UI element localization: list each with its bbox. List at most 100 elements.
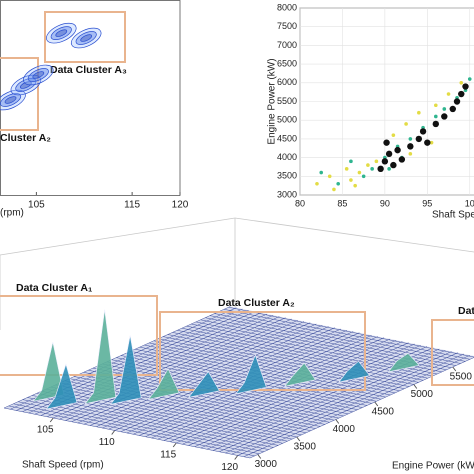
contour bbox=[46, 22, 77, 44]
y-tick-label: 5500 bbox=[450, 372, 473, 383]
y-tick-label: 6000 bbox=[277, 77, 297, 87]
mesh-line bbox=[149, 342, 396, 394]
mesh-line bbox=[167, 334, 414, 385]
point bbox=[404, 122, 408, 126]
peak bbox=[109, 335, 142, 405]
x-tick-label: 105 bbox=[28, 200, 45, 211]
point bbox=[319, 170, 324, 175]
point bbox=[391, 133, 396, 137]
point bbox=[434, 103, 438, 108]
x-tick bbox=[234, 455, 239, 460]
point bbox=[441, 113, 448, 120]
mesh-line bbox=[214, 313, 461, 364]
y-tick-label: 7000 bbox=[277, 40, 297, 50]
peak bbox=[338, 360, 371, 383]
mesh-line bbox=[106, 361, 354, 413]
mesh-line bbox=[223, 309, 471, 360]
point bbox=[349, 159, 353, 164]
point bbox=[462, 83, 469, 90]
point bbox=[459, 81, 464, 85]
mesh-line bbox=[8, 405, 255, 457]
x-axis-label: Shaft Spee bbox=[432, 210, 474, 221]
point bbox=[353, 183, 357, 188]
x-tick-label: 115 bbox=[124, 200, 140, 211]
mesh-line bbox=[219, 311, 466, 362]
annotation: Data Cluster A₂ bbox=[218, 297, 295, 309]
mesh-line bbox=[181, 327, 428, 379]
axis-box bbox=[0, 217, 474, 330]
x-tick-label: 110 bbox=[99, 437, 115, 448]
mesh-line bbox=[17, 401, 265, 452]
point bbox=[361, 174, 366, 179]
peak bbox=[387, 353, 420, 373]
y-tick-label: 3500 bbox=[294, 442, 317, 453]
y-tick-label: 4000 bbox=[277, 152, 297, 162]
peak bbox=[45, 363, 78, 410]
point bbox=[357, 170, 362, 175]
point bbox=[366, 163, 370, 167]
point bbox=[408, 137, 413, 141]
y-tick-label: 8000 bbox=[277, 2, 297, 12]
mesh-line bbox=[209, 315, 456, 366]
x-tick-label: 120 bbox=[172, 200, 189, 211]
contour bbox=[70, 27, 102, 49]
cluster-box bbox=[431, 319, 474, 386]
y-tick-label: 3000 bbox=[277, 189, 297, 199]
mesh-line bbox=[249, 357, 474, 459]
contour bbox=[55, 29, 68, 37]
point bbox=[429, 140, 434, 145]
x-tick bbox=[111, 430, 116, 435]
y-tick-label: 6500 bbox=[277, 58, 297, 68]
contour bbox=[10, 74, 42, 96]
annotation: Data Cluster A₃ bbox=[50, 64, 127, 76]
peak bbox=[147, 368, 180, 400]
peak bbox=[188, 371, 220, 398]
mesh-line bbox=[3, 407, 251, 459]
y-tick-label: 5000 bbox=[411, 389, 434, 400]
y-tick bbox=[257, 454, 262, 459]
point bbox=[419, 128, 427, 135]
mesh-line bbox=[36, 393, 283, 444]
mesh-line bbox=[78, 374, 325, 425]
point bbox=[390, 161, 397, 169]
mesh-line bbox=[163, 336, 410, 387]
mesh-line bbox=[228, 306, 474, 358]
x-tick-label: 80 bbox=[295, 198, 305, 208]
y-tick-label: 4500 bbox=[372, 407, 395, 418]
y-tick-label: 5000 bbox=[277, 115, 297, 125]
cluster-box bbox=[44, 11, 126, 63]
y-axis-label: Engine Power (kW) bbox=[392, 461, 474, 472]
point bbox=[374, 159, 379, 164]
point bbox=[336, 181, 340, 186]
x-tick bbox=[172, 442, 177, 448]
point bbox=[467, 77, 472, 81]
point bbox=[449, 105, 456, 113]
mesh-line bbox=[22, 399, 269, 450]
contour bbox=[80, 34, 93, 42]
point bbox=[394, 146, 401, 154]
cluster-box bbox=[159, 311, 366, 391]
x-tick-label: 85 bbox=[337, 198, 347, 208]
mesh-line bbox=[41, 390, 288, 442]
cluster-box bbox=[0, 295, 158, 376]
point bbox=[381, 158, 389, 165]
mesh-line bbox=[139, 346, 386, 398]
x-tick-label: 10 bbox=[465, 198, 474, 208]
point bbox=[383, 139, 390, 146]
point bbox=[408, 152, 413, 156]
point bbox=[349, 178, 353, 182]
point bbox=[407, 143, 414, 150]
point bbox=[432, 120, 440, 128]
peak bbox=[235, 354, 267, 395]
y-tick bbox=[452, 366, 457, 372]
contour bbox=[4, 96, 17, 104]
y-tick-label: 3000 bbox=[255, 459, 278, 470]
point bbox=[377, 165, 384, 173]
cluster-box bbox=[0, 57, 39, 131]
peak bbox=[284, 362, 316, 387]
point bbox=[446, 92, 451, 96]
annotation: Dat bbox=[458, 305, 474, 317]
point bbox=[327, 174, 332, 179]
y-tick bbox=[413, 384, 418, 389]
